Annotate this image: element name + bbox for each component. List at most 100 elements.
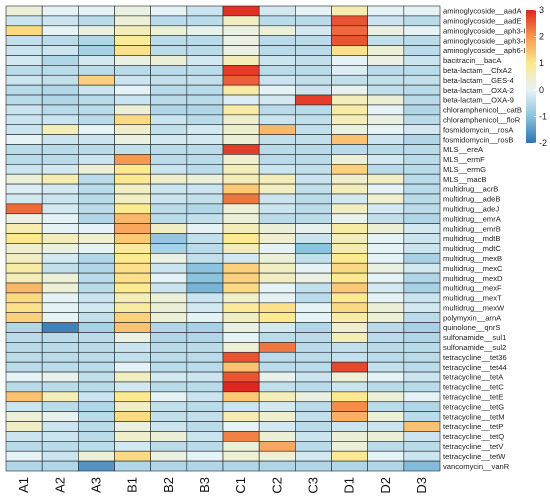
heatmap-cell (331, 173, 368, 185)
heatmap-cell (258, 272, 296, 284)
heatmap-cell (78, 312, 115, 323)
heatmap-cell (367, 371, 405, 383)
heatmap-cell (150, 74, 188, 86)
heatmap-cell (222, 253, 260, 264)
heatmap-cell (41, 460, 79, 472)
heatmap-cell (367, 391, 405, 403)
heatmap-cell (331, 253, 368, 264)
row-label: bacitracin__bacA (443, 56, 502, 65)
heatmap-cell (114, 193, 151, 205)
heatmap-cell (258, 312, 296, 323)
heatmap-cell (41, 421, 79, 432)
heatmap-cell (41, 371, 79, 383)
row-label: tetracycline__tetP (443, 422, 503, 431)
heatmap-cell (41, 94, 79, 106)
heatmap-cell (186, 104, 224, 116)
heatmap-cell (186, 154, 224, 165)
heatmap-cell (114, 84, 151, 96)
heatmap-cell (403, 460, 441, 472)
heatmap-cell (403, 173, 441, 185)
heatmap-cell (403, 233, 441, 244)
heatmap-cell (258, 371, 296, 383)
row-label: fosmidomycin__rosB (443, 135, 513, 144)
heatmap-cell (367, 233, 405, 244)
heatmap-cell (5, 342, 43, 353)
heatmap-cell (150, 332, 188, 343)
heatmap-cell (295, 312, 332, 323)
column-label: C2 (269, 477, 284, 494)
heatmap-cell (367, 460, 405, 472)
heatmap-cell (331, 431, 368, 442)
column-label: D3 (414, 477, 429, 494)
heatmap-cell (258, 55, 296, 66)
heatmap-cell (78, 55, 115, 66)
heatmap-cell (331, 411, 368, 422)
heatmap-cell (222, 233, 260, 244)
heatmap-cell (5, 302, 43, 313)
heatmap-cell (295, 282, 332, 294)
row-label: chloramphenicol__catB (443, 106, 522, 115)
heatmap-cell (258, 84, 296, 96)
heatmap-cell (114, 104, 151, 116)
heatmap-cell (78, 223, 115, 234)
heatmap-cell (41, 25, 79, 36)
heatmap-cell (114, 203, 151, 215)
heatmap-cell (222, 371, 260, 383)
heatmap-cell (295, 25, 332, 36)
heatmap-cell (331, 441, 368, 452)
heatmap-cell (403, 302, 441, 313)
heatmap-cell (331, 124, 368, 135)
heatmap-cell (258, 292, 296, 304)
heatmap-cell (78, 65, 115, 76)
heatmap-cell (150, 223, 188, 234)
heatmap-cell (222, 411, 260, 422)
heatmap-cell (367, 421, 405, 432)
heatmap-cell (186, 411, 224, 422)
heatmap-cell (41, 104, 79, 116)
heatmap-cell (41, 183, 79, 195)
heatmap-cell (78, 164, 115, 175)
heatmap-cell (403, 322, 441, 333)
heatmap-cell (331, 361, 368, 373)
heatmap-cell (78, 233, 115, 244)
heatmap-cell (186, 213, 224, 224)
heatmap-cell (222, 302, 260, 313)
heatmap-cell (186, 164, 224, 175)
column-labels: A1 A2 A3 B1 B2 B3 C1 C2 C3 D1 D2 D3 (16, 477, 429, 494)
heatmap-cell (41, 243, 79, 254)
heatmap-cell (5, 411, 43, 422)
heatmap-cell (41, 84, 79, 96)
heatmap-cell (5, 450, 43, 462)
heatmap-cell (222, 183, 260, 195)
heatmap-cell (403, 74, 441, 86)
heatmap-cell (41, 35, 79, 46)
heatmap-cell (403, 94, 441, 106)
heatmap-cell (222, 134, 260, 145)
heatmap-cell (186, 84, 224, 96)
heatmap-cell (367, 154, 405, 165)
heatmap-cell (222, 342, 260, 353)
heatmap-cell (367, 282, 405, 294)
heatmap-cell (295, 302, 332, 313)
heatmap-cell (5, 253, 43, 264)
heatmap-cell (150, 391, 188, 403)
heatmap-cell (78, 411, 115, 422)
heatmap-cell (331, 243, 368, 254)
heatmap-cell (222, 173, 260, 185)
heatmap-cell (258, 124, 296, 135)
row-label: multidrug__mexW (443, 303, 505, 312)
heatmap-cell (5, 361, 43, 373)
heatmap-cell (367, 55, 405, 66)
heatmap-cell (186, 15, 224, 27)
heatmap-cell (222, 104, 260, 116)
heatmap-cell (331, 233, 368, 244)
heatmap-cell (114, 411, 151, 422)
heatmap-cell (78, 124, 115, 135)
heatmap-cell (41, 302, 79, 313)
heatmap-cell (331, 144, 368, 155)
heatmap-cell (5, 94, 43, 106)
heatmap-cell (222, 124, 260, 135)
heatmap-cell (150, 371, 188, 383)
heatmap-cell (114, 371, 151, 383)
heatmap-cell (186, 441, 224, 452)
